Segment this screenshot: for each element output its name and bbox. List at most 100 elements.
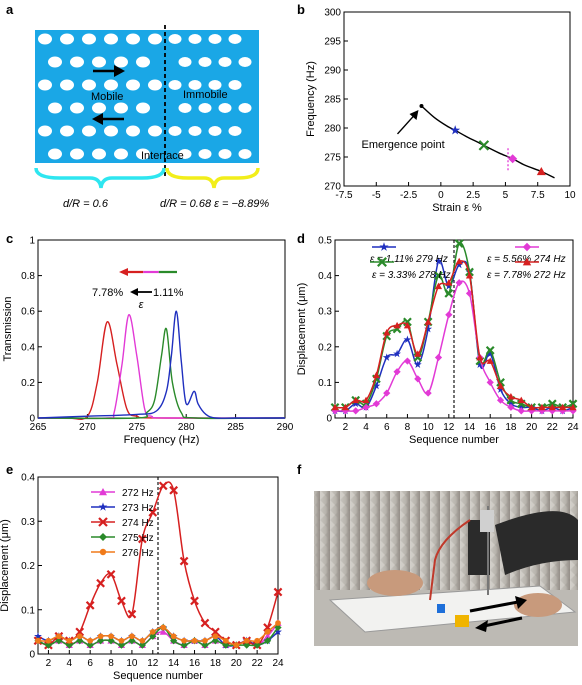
hole-mobile (82, 79, 96, 91)
hole-mobile (48, 56, 62, 68)
x-tick-label: -7.5 (335, 190, 353, 201)
series-marker (445, 279, 453, 286)
series-marker (506, 399, 515, 408)
x-axis-label: Strain ε % (432, 202, 482, 214)
x-tick-label: 7.5 (531, 190, 545, 201)
x-tick-label: 14 (168, 658, 180, 669)
hole-immobile (198, 57, 212, 67)
x-tick-label: 24 (272, 658, 284, 669)
x-tick-label: 10 (423, 422, 435, 433)
chart-b-strain-frequency: -7.5 -5 -2.5 0 2.5 5 7.5 10 270 275 280 285 290 295 30… (305, 8, 576, 215)
series-marker (496, 396, 505, 404)
photo-arrow-right (469, 600, 519, 613)
panel-letter-c: c (6, 231, 13, 246)
y-tick-label: 0.1 (21, 605, 35, 616)
series-marker (275, 620, 281, 626)
hole-mobile (126, 33, 140, 45)
data-point-marker (536, 167, 546, 176)
series-marker (507, 403, 515, 411)
series-marker (263, 632, 272, 640)
series-marker (201, 641, 209, 649)
hole-mobile (60, 79, 74, 91)
hand-left (367, 570, 423, 596)
series-marker (569, 403, 577, 411)
hole-immobile (208, 126, 222, 136)
plate (35, 30, 259, 163)
hole-immobile (188, 34, 202, 44)
series-marker (179, 556, 189, 566)
series-marker (211, 637, 219, 645)
data-point-marker (450, 125, 461, 135)
panel-letter-f: f (297, 462, 302, 477)
x-tick-label: 8 (405, 422, 411, 433)
x-tick-label: 5 (503, 190, 509, 201)
series-marker (97, 637, 105, 645)
legend-marker (99, 533, 107, 541)
series-marker-stroke-b (85, 600, 95, 610)
hole-mobile (136, 148, 150, 160)
caption-left: d/R = 0.6 (63, 198, 109, 210)
series-marker (393, 368, 401, 376)
y-tick-label: 0.5 (318, 236, 332, 247)
cable (429, 519, 471, 601)
series-marker (403, 321, 412, 329)
x-tick-label: 2 (46, 658, 52, 669)
legend-label: ε = 3.33% 278 Hz (372, 270, 451, 281)
hand-right (514, 593, 562, 617)
hole-immobile (218, 57, 232, 67)
series-marker (465, 289, 474, 297)
series-marker (538, 403, 546, 411)
series-marker (137, 534, 147, 544)
hole-immobile (178, 149, 192, 159)
caption-right: d/R = 0.68 ε = −8.89% (160, 198, 269, 210)
legend-marker-stroke-b (377, 257, 387, 267)
series-marker (85, 600, 95, 610)
panel-letter-a: a (6, 2, 14, 17)
series-marker-stroke-b (434, 271, 443, 280)
left-brace (34, 167, 166, 189)
series-marker (274, 623, 282, 632)
x-tick-label: 6 (384, 422, 390, 433)
arrow-head-left-icon (92, 113, 103, 125)
series-marker (222, 641, 230, 649)
transmission-series-line (37, 321, 286, 421)
series-marker-stroke-b (444, 289, 454, 298)
photo-arrow-right-head-icon (515, 596, 527, 609)
legend-marker (99, 488, 107, 496)
hole-immobile (188, 126, 202, 136)
x-tick-label: 16 (485, 422, 497, 433)
series-marker (455, 260, 464, 269)
x-tick-label: 6 (87, 658, 93, 669)
x-tick-label: 18 (505, 422, 517, 433)
plate-photo (328, 585, 577, 633)
series-marker-stroke-b (200, 618, 210, 628)
series-marker-stroke-b (127, 609, 137, 619)
y-tick-label: 0.2 (21, 561, 35, 572)
hole-immobile (168, 34, 182, 44)
hole-mobile (38, 33, 52, 45)
series-marker (475, 360, 484, 368)
annotation-arrow-line (396, 113, 417, 135)
series-marker (139, 637, 146, 644)
label-interface: Interface (141, 150, 184, 162)
series-marker (55, 637, 63, 645)
hole-immobile (168, 80, 182, 90)
x-axis-label: Sequence number (113, 670, 203, 682)
hole-immobile (178, 103, 192, 113)
y-axis-label: Transmission (2, 297, 14, 362)
series-marker-stroke-b (211, 627, 220, 637)
chart-d-displacement-strain: 2 4 6 8 10 12 14 16 18 20 22 2400.10.20.30.40.5Sequ… (296, 236, 579, 447)
x-tick-label: 22 (252, 658, 264, 669)
x-tick-label: 290 (277, 422, 294, 433)
hole-mobile (70, 56, 84, 68)
hole-immobile (188, 80, 202, 90)
x-tick-label: 285 (227, 422, 244, 433)
series-marker-stroke-b (485, 345, 495, 355)
x-tick-label: -2.5 (400, 190, 418, 201)
hole-mobile (148, 79, 162, 91)
series-marker (117, 596, 126, 606)
y-tick-label: 0 (29, 414, 35, 425)
series-marker (424, 324, 433, 333)
series-marker (413, 360, 422, 368)
series-marker (444, 282, 453, 290)
